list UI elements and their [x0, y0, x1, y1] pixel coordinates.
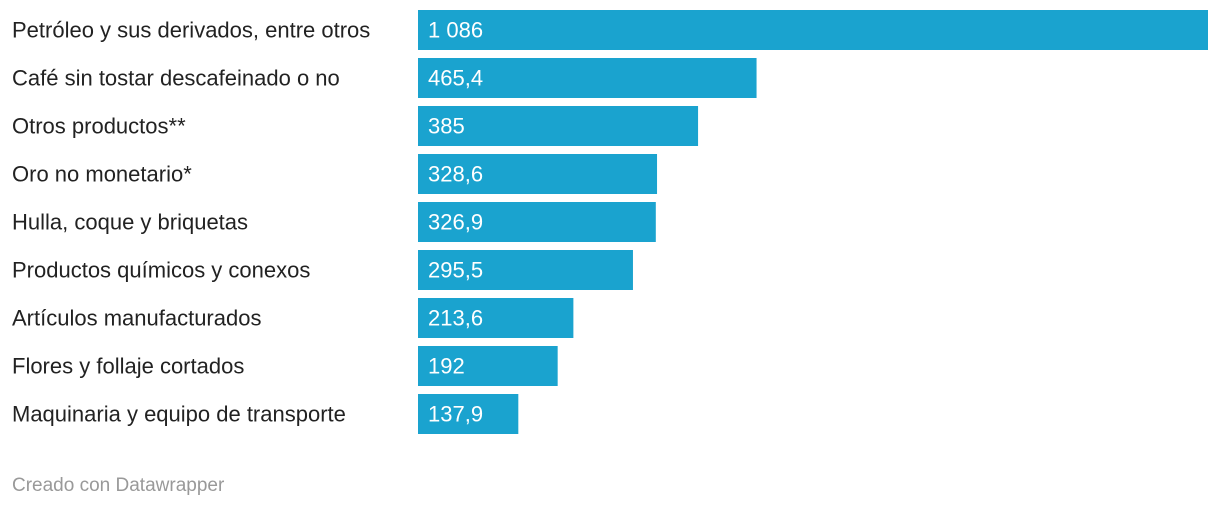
- bar-value-label: 137,9: [428, 402, 483, 427]
- category-label: Petróleo y sus derivados, entre otros: [12, 18, 370, 43]
- bar-value-label: 192: [428, 354, 465, 379]
- bar-chart: Petróleo y sus derivados, entre otros 1 0…: [12, 10, 1208, 434]
- bar: [418, 202, 656, 242]
- bar-value-label: 385: [428, 114, 465, 139]
- bar-value-label: 1 086: [428, 18, 483, 43]
- bar: [418, 58, 757, 98]
- bar: [418, 250, 633, 290]
- bar-value-label: 465,4: [428, 66, 483, 91]
- bar-value-label: 213,6: [428, 306, 483, 331]
- category-label: Otros productos**: [12, 114, 186, 139]
- credit-footer: Creado con Datawrapper: [12, 475, 225, 496]
- category-label: Café sin tostar descafeinado o no: [12, 66, 340, 91]
- category-label: Artículos manufacturados: [12, 306, 261, 331]
- bar: [418, 154, 658, 194]
- bar-value-label: 328,6: [428, 162, 483, 187]
- category-label: Flores y follaje cortados: [12, 354, 244, 379]
- category-label: Oro no monetario*: [12, 162, 192, 187]
- bar: [418, 394, 519, 434]
- category-label: Hulla, coque y briquetas: [12, 210, 248, 235]
- bar-value-label: 326,9: [428, 210, 483, 235]
- category-label: Maquinaria y equipo de transporte: [12, 402, 346, 427]
- bar: [418, 106, 699, 146]
- bar: [418, 10, 1208, 50]
- bar-value-label: 295,5: [428, 258, 483, 283]
- bar: [418, 346, 558, 386]
- category-label: Productos químicos y conexos: [12, 258, 310, 283]
- bar: [418, 298, 574, 338]
